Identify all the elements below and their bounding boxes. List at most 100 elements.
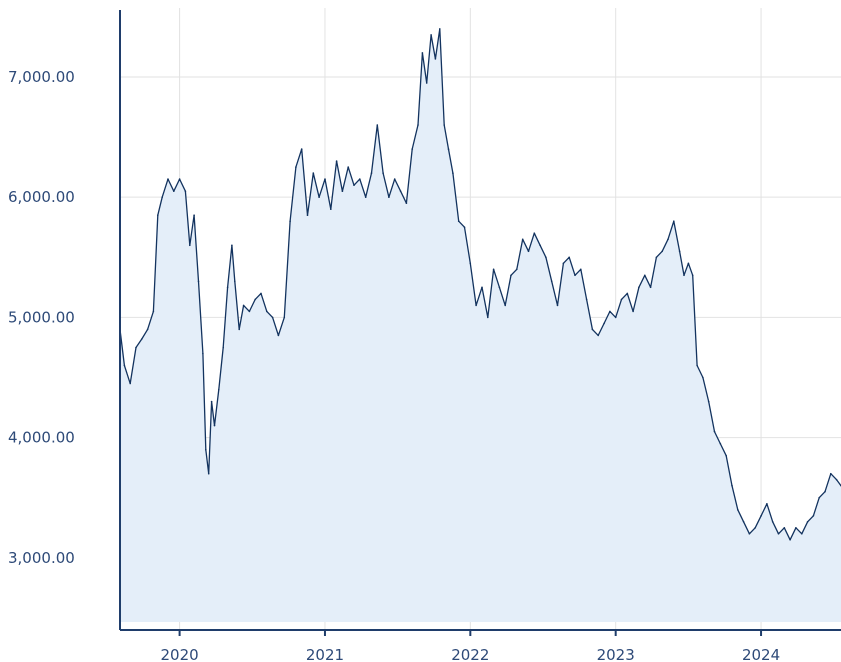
x-axis-tick-labels: 2020 2021 2022 2023 2024 — [161, 646, 781, 662]
data-point — [568, 256, 570, 259]
data-point — [742, 521, 745, 523]
data-point — [591, 328, 594, 331]
data-point — [202, 352, 204, 355]
data-point — [725, 454, 727, 457]
data-points — [119, 28, 841, 541]
data-point — [687, 262, 690, 265]
data-point — [417, 124, 419, 126]
data-point — [661, 250, 663, 253]
data-point — [783, 527, 786, 529]
data-point — [655, 256, 658, 259]
data-point — [283, 316, 286, 319]
data-point — [830, 472, 832, 475]
data-point — [447, 148, 450, 150]
data-point — [347, 166, 350, 168]
data-point — [737, 509, 739, 511]
data-point — [673, 220, 675, 222]
data-point — [609, 310, 611, 313]
data-point — [597, 334, 599, 337]
data-point — [766, 503, 768, 505]
data-point — [324, 178, 326, 180]
data-point — [707, 400, 710, 403]
data-point — [421, 52, 424, 54]
data-point — [620, 298, 623, 301]
data-point — [835, 478, 838, 481]
data-point — [760, 515, 762, 517]
data-point — [754, 527, 756, 529]
data-point — [289, 220, 291, 222]
data-point — [632, 310, 634, 313]
data-point — [789, 539, 791, 541]
data-point — [801, 533, 803, 535]
data-point — [696, 364, 698, 367]
data-point — [146, 328, 149, 331]
data-point — [157, 214, 159, 216]
data-point — [683, 274, 685, 277]
data-point — [218, 388, 220, 391]
data-point — [439, 28, 441, 30]
data-point — [626, 292, 629, 295]
data-point — [222, 346, 224, 349]
data-point — [678, 250, 681, 253]
data-point — [443, 124, 446, 126]
data-point — [777, 533, 780, 535]
data-point — [795, 527, 797, 529]
data-point — [614, 316, 617, 319]
data-point — [498, 286, 501, 289]
data-point — [312, 172, 315, 174]
x-tick-label: 2022 — [451, 646, 489, 662]
data-point — [731, 484, 733, 487]
data-point — [364, 196, 367, 198]
data-point — [370, 172, 373, 174]
data-point — [341, 190, 344, 192]
data-point — [330, 208, 332, 210]
data-point — [234, 280, 236, 283]
data-point — [359, 178, 361, 180]
data-point — [539, 244, 541, 247]
data-point — [242, 304, 245, 307]
data-point — [574, 274, 576, 277]
data-point — [457, 220, 460, 222]
data-point — [812, 515, 815, 517]
x-tick-label: 2023 — [597, 646, 635, 662]
data-point — [393, 178, 396, 180]
data-point — [189, 244, 191, 247]
data-point — [260, 292, 262, 295]
series-area-fill — [120, 28, 841, 622]
data-point — [516, 268, 518, 271]
y-tick-label: 4,000.00 — [8, 429, 75, 447]
data-point — [295, 166, 297, 168]
data-point — [580, 268, 582, 271]
data-point — [510, 274, 512, 277]
data-point — [452, 172, 454, 174]
data-point — [353, 184, 355, 186]
data-point — [719, 442, 722, 445]
data-point — [152, 310, 155, 313]
data-point — [399, 190, 402, 192]
data-point — [691, 274, 694, 277]
data-point — [469, 262, 472, 265]
data-point — [818, 496, 820, 499]
data-point — [382, 172, 384, 174]
data-point — [550, 280, 553, 283]
data-point — [207, 472, 210, 475]
y-tick-label: 7,000.00 — [8, 68, 75, 86]
data-point — [254, 298, 256, 301]
data-point — [585, 298, 588, 301]
data-point — [425, 82, 428, 84]
y-tick-label: 6,000.00 — [8, 188, 75, 206]
y-tick-label: 3,000.00 — [8, 549, 75, 567]
data-point — [545, 256, 547, 259]
data-point — [226, 286, 229, 289]
data-point — [129, 382, 131, 385]
axes — [119, 10, 841, 631]
data-point — [405, 202, 408, 204]
data-point — [388, 196, 390, 198]
x-tick-label: 2024 — [742, 646, 780, 662]
data-point — [713, 430, 716, 433]
data-point — [487, 316, 489, 319]
y-tick-label: 5,000.00 — [8, 308, 75, 326]
series-line — [119, 28, 841, 541]
data-point — [702, 376, 704, 379]
